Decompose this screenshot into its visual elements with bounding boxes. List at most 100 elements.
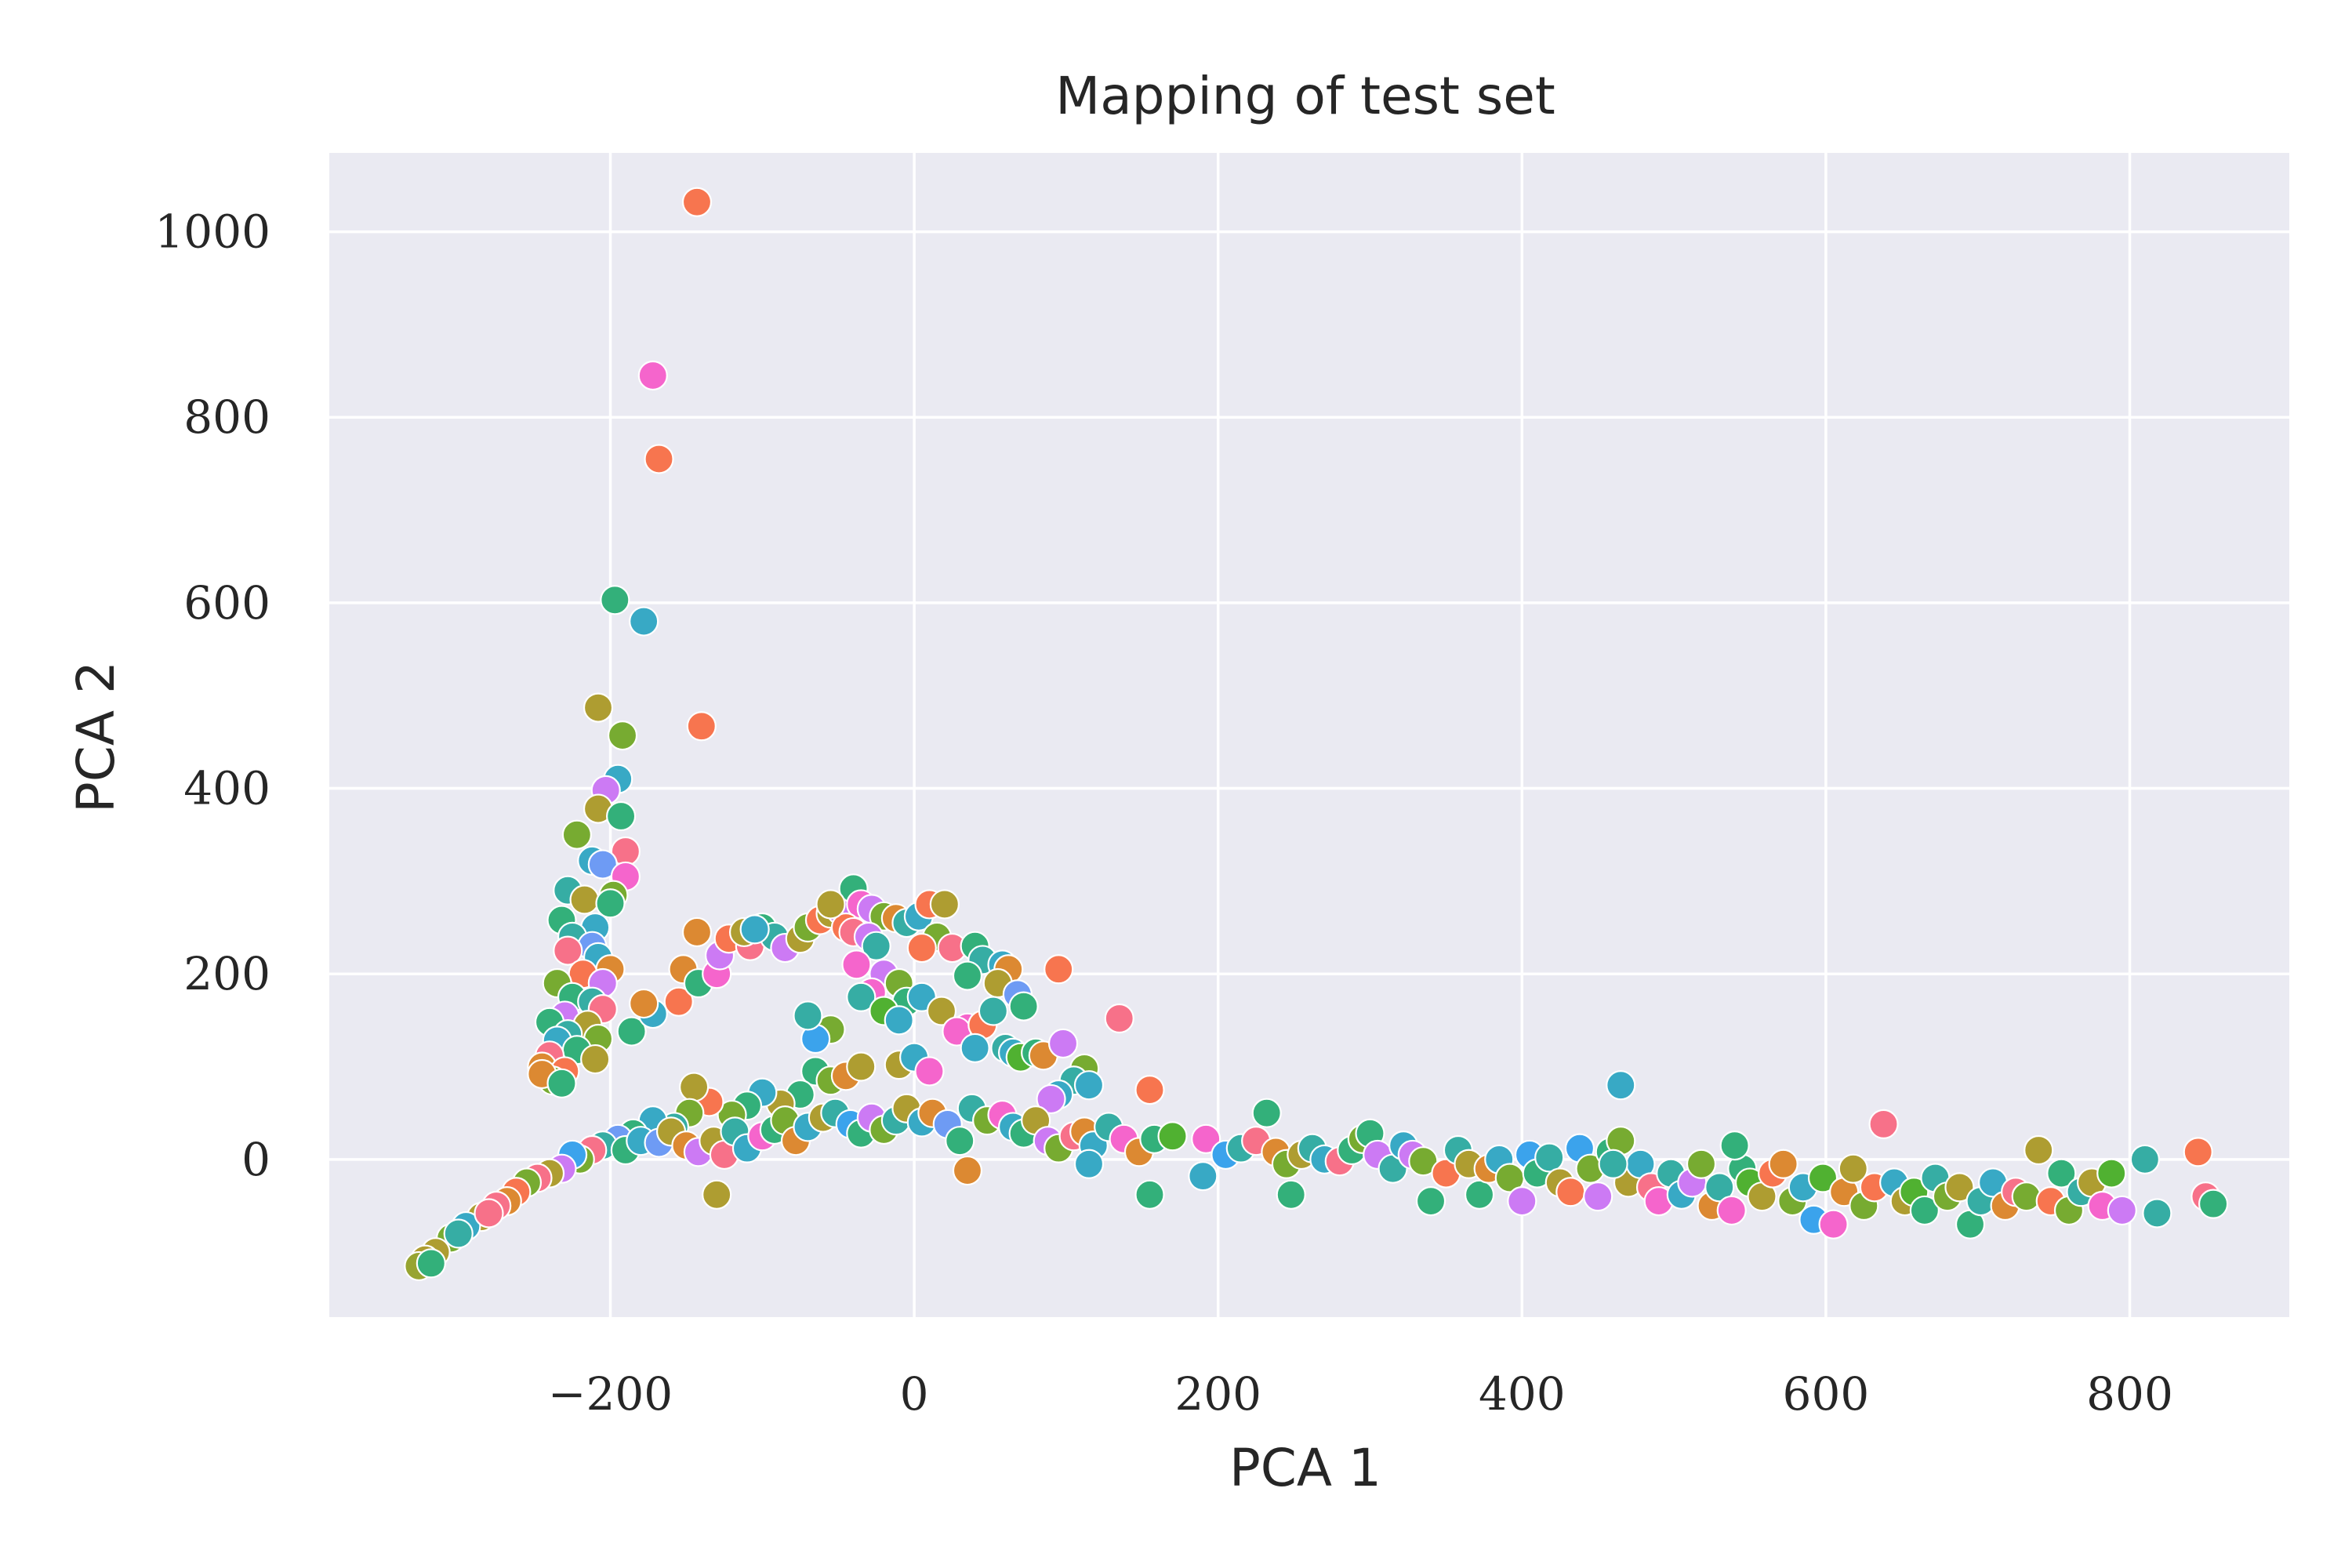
scatter-point [1555,1177,1586,1207]
scatter-point [546,1068,577,1098]
scatter-point [884,1005,914,1036]
scatter-point [960,1033,990,1063]
scatter-point [1807,1163,1838,1193]
scatter-point [1134,1179,1165,1210]
scatter-point [553,935,583,966]
scatter-point [1719,1130,1750,1161]
scatter-point [952,960,983,991]
scatter-point [616,1016,647,1047]
scatter-point [952,1155,983,1186]
scatter-point [2011,1181,2042,1212]
scatter-point [629,606,659,637]
scatter-point [2096,1158,2127,1189]
scatter-point [739,914,770,945]
scatter-point [702,1179,732,1210]
x-tick-label: 400 [1479,1367,1566,1421]
y-tick-label: 0 [241,1133,270,1186]
scatter-point [605,800,637,832]
scatter-point [846,982,877,1012]
scatter-point [1534,1142,1565,1173]
scatter-point [569,884,600,915]
scatter-point [1276,1179,1306,1210]
scatter-point [1686,1149,1717,1179]
scatter-point [841,949,872,980]
scatter-point [416,1248,446,1279]
y-axis-label: PCA 2 [66,661,126,813]
scatter-point [580,1044,611,1075]
y-tick-label: 600 [183,576,270,630]
scatter-point [1507,1185,1537,1217]
scatter-point [637,360,668,391]
x-tick-label: 200 [1174,1367,1261,1421]
y-tick-labels: 0 200 400 600 800 1000 [154,205,270,1186]
scatter-point [561,819,592,850]
data-points [404,187,2229,1282]
x-tick-label: 800 [2086,1367,2173,1421]
scatter-point [1464,1179,1495,1210]
scatter-point [1073,1149,1105,1179]
y-tick-label: 400 [183,762,270,815]
scatter-point [629,988,659,1019]
scatter-point [1191,1123,1221,1154]
scatter-point [1044,954,1074,985]
scatter-point [2024,1134,2054,1166]
x-axis-label: PCA 1 [1229,1438,1381,1498]
scatter-point [1583,1181,1613,1212]
scatter-point [1598,1149,1628,1179]
x-tick-labels: −200 0 200 400 600 800 [548,1367,2173,1421]
y-tick-label: 800 [183,390,270,444]
scatter-point [1157,1121,1188,1152]
scatter-point [929,889,960,920]
scatter-point [2129,1144,2160,1174]
scatter-point [1818,1209,1849,1240]
scatter-point [1073,1070,1105,1101]
chart-title: Mapping of test set [1055,66,1555,126]
scatter-point [1944,1172,1975,1203]
scatter-point [1606,1070,1636,1101]
scatter-point [945,1126,975,1156]
scatter-point [1838,1153,1868,1184]
scatter-point [861,931,891,961]
scatter-point [2198,1189,2229,1219]
scatter-point [2107,1195,2137,1226]
scatter-point [1909,1195,1940,1226]
scatter-point [2183,1137,2213,1167]
scatter-point [2142,1198,2172,1229]
y-tick-label: 200 [183,947,270,1000]
x-tick-label: 600 [1783,1367,1870,1421]
grid-lines [329,153,2289,1317]
scatter-point [978,996,1008,1026]
scatter-point [1868,1109,1899,1139]
scatter-point [1036,1083,1066,1115]
scatter-point [644,444,674,474]
scatter-point [607,720,638,751]
scatter-point [1716,1195,1747,1226]
scatter-point [663,986,694,1017]
scatter-point [1251,1098,1282,1128]
scatter-point [1188,1161,1218,1192]
scatter-point [443,1218,474,1249]
scatter-point [906,932,937,964]
scatter-point [1415,1185,1446,1217]
scatter-point [681,916,713,948]
y-tick-label: 1000 [154,205,270,259]
scatter-point [1704,1172,1735,1203]
scatter-point [1008,991,1039,1022]
scatter-point [681,187,713,217]
scatter-point [595,888,626,919]
scatter-point [583,692,614,723]
scatter-point [474,1198,504,1229]
scatter-point [1134,1074,1165,1105]
scatter-point [1768,1149,1798,1179]
scatter-point [686,711,717,742]
scatter-point [679,1072,710,1102]
scatter-point [846,1051,877,1082]
scatter-point [2046,1158,2077,1189]
x-tick-label: −200 [548,1367,673,1421]
scatter-point [815,889,846,920]
x-tick-label: 0 [900,1367,929,1421]
scatter-point [1047,1028,1079,1059]
scatter-point [914,1056,945,1087]
scatter-point [600,585,630,615]
